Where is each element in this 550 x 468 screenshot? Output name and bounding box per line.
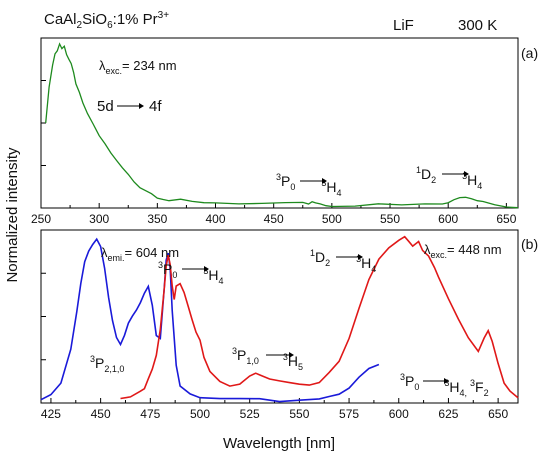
panel-a-transition-5d: 5d [97,98,114,115]
panel-b-xtick-label: 625 [438,407,458,421]
panel-a-xtick-label: 650 [496,212,516,226]
panel-a-xtick-label: 600 [438,212,458,226]
panel-b-arrowhead-d2-h4 [358,254,363,260]
x-axis-label: Wavelength [nm] [223,435,335,452]
compound-formula: CaAl2SiO6:1% Pr3+ [44,10,169,31]
panel-a-lambda-exc: λexc.= 234 nm [99,58,177,76]
panel-b-transition-p0-h4: 3P0 3H4 [158,260,224,286]
panel-a-label: (a) [521,45,538,61]
panel-b-lambda-exc: λexc.= 448 nm [424,242,502,260]
panel-b-xtick-label: 550 [289,407,309,421]
panel-a-arrowhead-p0-h4 [322,178,327,184]
panel-b-transition-d2-h4: 1D23H4 [310,248,376,274]
panel-b-label: (b) [521,236,538,252]
panel-a-series-line [45,42,519,209]
panel-b-excitation-line [40,237,380,403]
panel-b-xtick-label: 500 [190,407,210,421]
y-axis-label: Normalized intensity [4,147,21,283]
panel-b-xtick-label: 425 [41,407,61,421]
panel-a-xtick-label: 400 [205,212,225,226]
panel-b-transition-p10-h5: 3P1,0 3H5 [232,346,303,372]
panel-b-xtick-label: 575 [339,407,359,421]
panel-b-yticks [41,272,46,361]
panel-a-xtick-label: 300 [89,212,109,226]
panel-a-arrowhead-5d-4f [139,103,144,109]
panel-a-transition-p0-h4: 3P0 3H4 [276,172,342,198]
panel-a-xtick-label: 350 [147,212,167,226]
panel-b-lambda-emi: λemi.= 604 nm [101,245,179,263]
panel-b-xticks: 425 450 475 500 525 550 575 600 625 650 [41,398,508,421]
panel-b-transition-p0-h4-f2: 3P0 3H4,3F2 [400,372,489,398]
panel-a-transition-4f: 4f [149,98,162,115]
panel-b: 425 450 475 500 525 550 575 600 625 650 (b) λemi.… [40,229,538,421]
panel-a: 250 300 350 400 450 500 550 600 650 (a) λexc.= 2… [31,37,538,226]
panel-b-arrowhead-p0-h4 [204,266,209,272]
panel-a-xtick-label: 500 [322,212,342,226]
panel-a-transition-d2-h4: 1D23H4 [416,165,482,191]
panel-a-xticks: 250 300 350 400 450 500 550 600 650 [31,203,517,226]
panel-a-arrowhead-d2-h4 [464,171,469,177]
panel-b-xtick-label: 450 [91,407,111,421]
panel-a-xtick-label: 250 [31,212,51,226]
panel-b-xtick-label: 525 [240,407,260,421]
crystal-label: LiF [393,17,414,34]
panel-b-xtick-label: 600 [389,407,409,421]
panel-a-xtick-label: 550 [380,212,400,226]
panel-b-emission-line [120,235,519,400]
panel-a-frame [40,37,519,209]
panel-b-arrowhead-p0-h4-f2 [444,378,449,384]
panel-b-arrowhead-p10-h5 [289,352,294,358]
panel-b-xtick-label: 650 [488,407,508,421]
panel-b-transition-p210: 3P2,1,0 [90,354,124,374]
panel-b-xtick-label: 475 [140,407,160,421]
panel-a-xtick-label: 450 [264,212,284,226]
temperature-label: 300 K [458,17,497,34]
panel-a-yticks [41,80,46,166]
